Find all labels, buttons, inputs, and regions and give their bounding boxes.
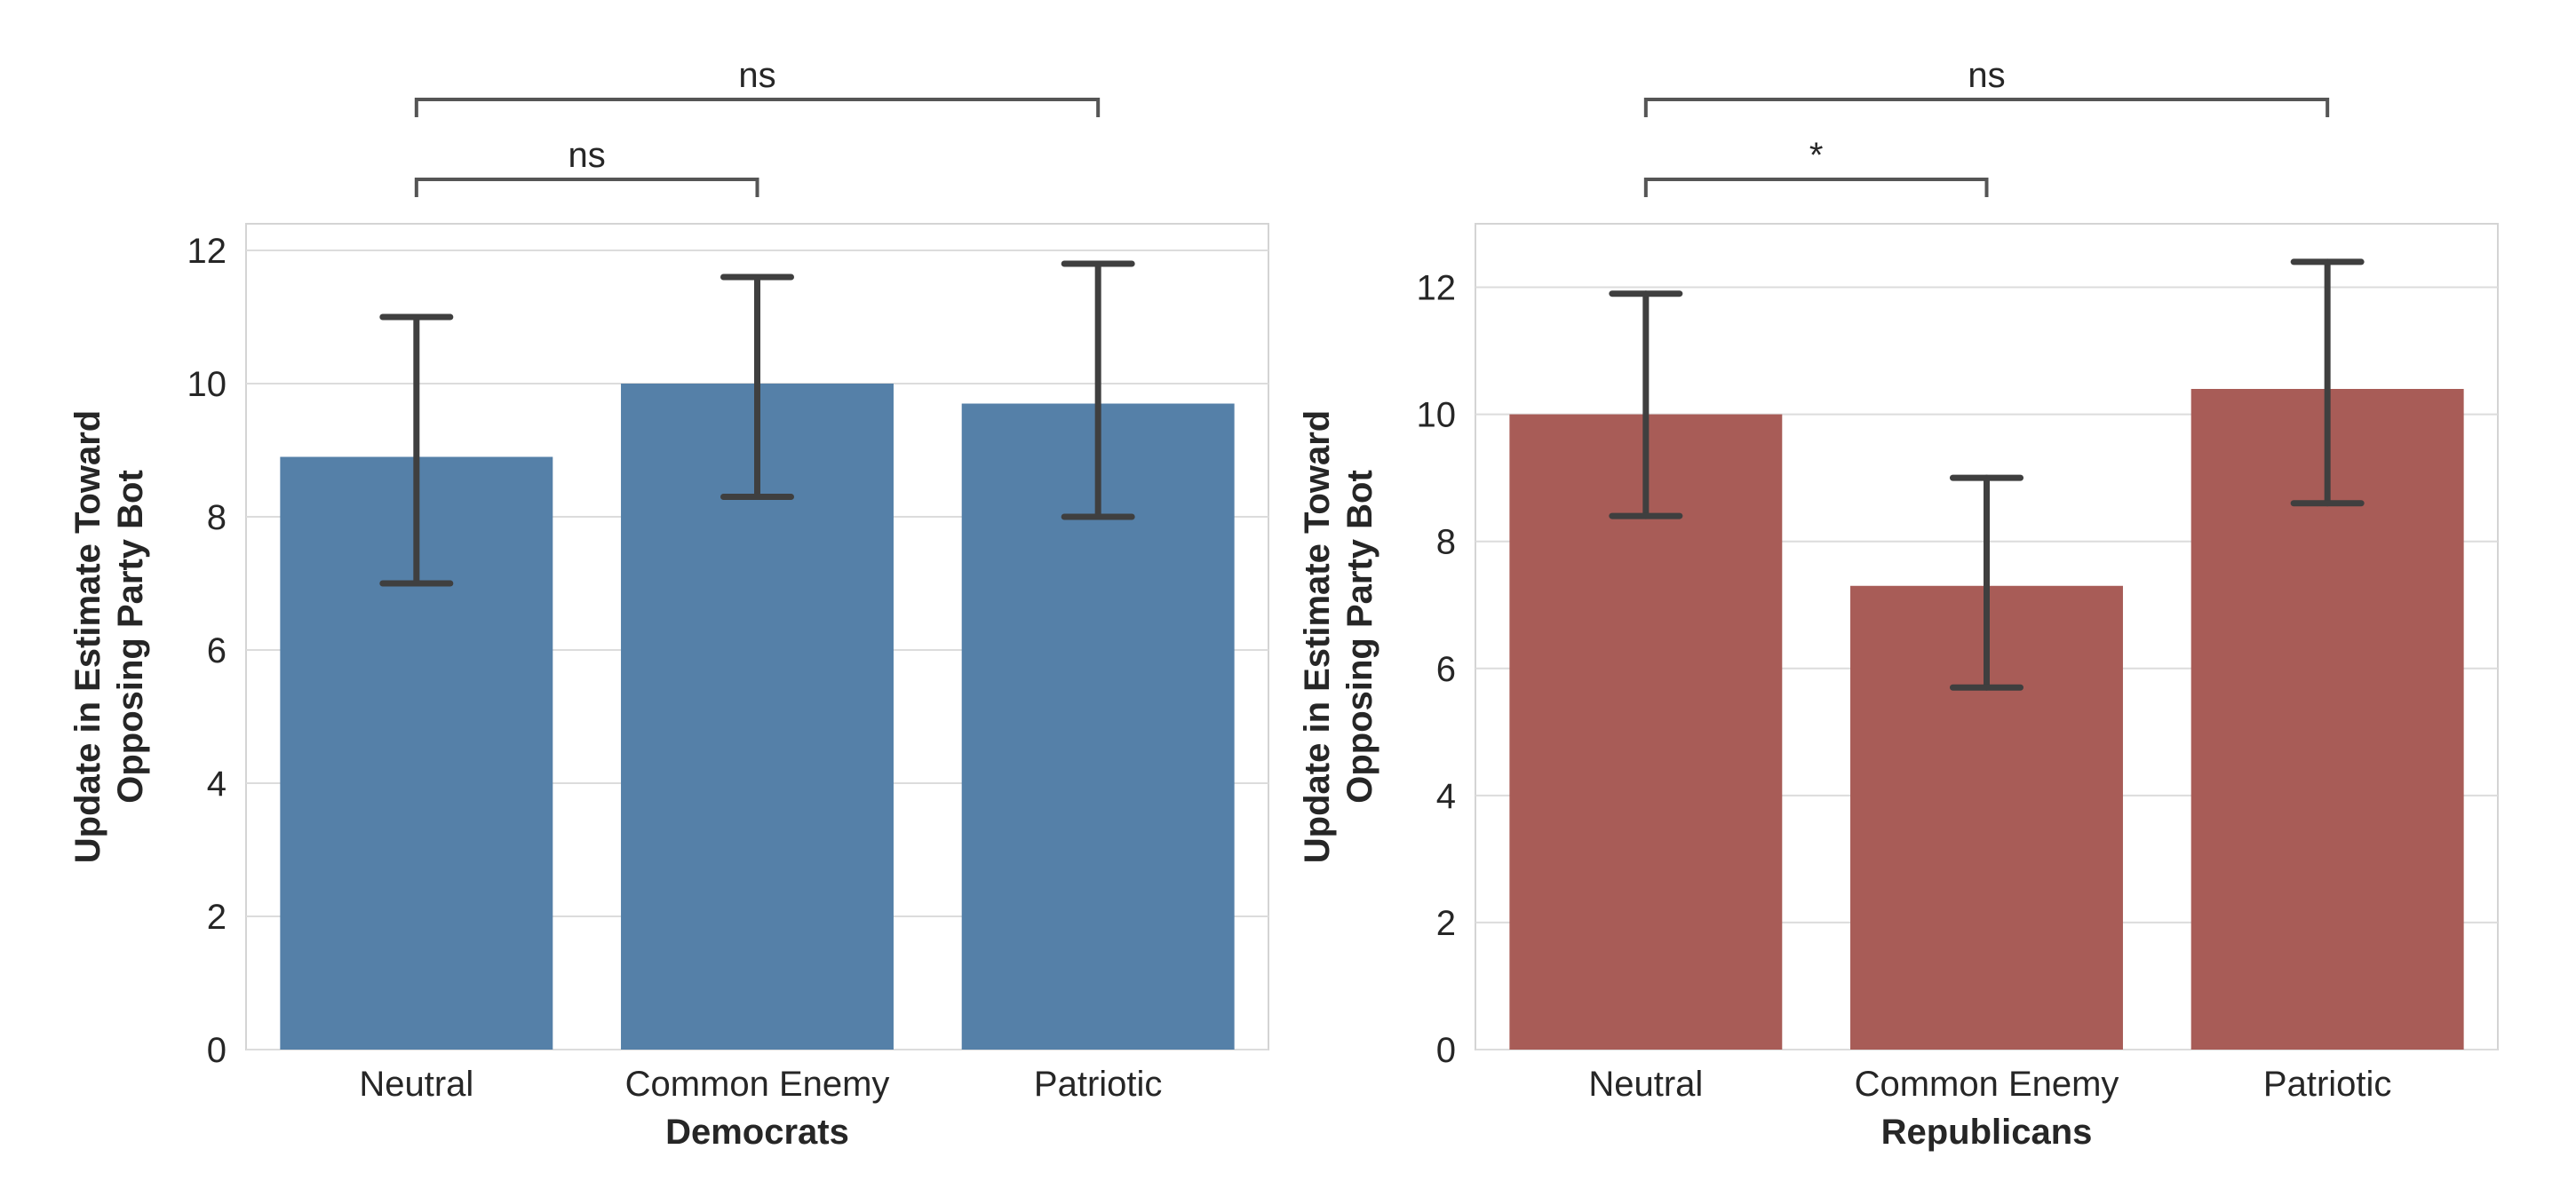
x-tick-label: Common Enemy [625, 1065, 890, 1104]
significance-label: * [1809, 136, 1824, 175]
x-tick-label: Neutral [1588, 1065, 1703, 1104]
bar [1509, 414, 1783, 1050]
y-tick-label: 12 [1417, 269, 1457, 308]
error-bar [1061, 260, 1135, 520]
y-tick-label: 0 [207, 1031, 227, 1070]
significance-bracket: ns [414, 136, 759, 197]
y-tick-label: 0 [1436, 1031, 1456, 1070]
significance-label: ns [1968, 56, 2005, 95]
x-tick-label: Common Enemy [1855, 1065, 2119, 1104]
error-bar [1609, 290, 1683, 519]
chart-panel-1: 0 2 4 6 8 10 12 Neutral Common Enemy Patriotic Dem… [68, 56, 1269, 1152]
y-axis-label-line: Opposing Party Bot [1340, 470, 1379, 804]
significance-label: ns [568, 136, 606, 175]
x-tick-label: Patriotic [1034, 1065, 1163, 1104]
y-tick-label: 6 [1436, 650, 1456, 689]
error-bar [720, 273, 794, 500]
error-bar [379, 313, 454, 587]
significance-bracket-line [1643, 98, 2330, 117]
x-tick-label: Patriotic [2263, 1065, 2392, 1104]
significance-bracket-line [1643, 178, 1989, 197]
significance-label: ns [738, 56, 775, 95]
significance-bracket-line [414, 178, 759, 197]
x-tick-label: Neutral [359, 1065, 473, 1104]
y-tick-label: 8 [207, 498, 227, 537]
y-axis-label: Update in Estimate Toward Opposing Party … [68, 410, 150, 863]
y-tick-label: 10 [1417, 396, 1457, 435]
y-axis-label: Update in Estimate Toward Opposing Party … [1298, 410, 1379, 863]
y-axis-label-line: Opposing Party Bot [111, 470, 150, 804]
y-tick-label: 6 [207, 631, 227, 670]
x-axis-label: Republicans [1881, 1113, 2093, 1152]
y-tick-label: 8 [1436, 523, 1456, 562]
x-axis-label: Democrats [665, 1113, 849, 1152]
y-tick-label: 4 [207, 765, 227, 804]
significance-bracket: * [1643, 136, 1989, 197]
error-bar [1950, 474, 2023, 691]
y-axis-label-line: Update in Estimate Toward [1298, 410, 1337, 863]
y-tick-label: 4 [1436, 777, 1456, 816]
y-tick-label: 12 [187, 232, 227, 271]
y-tick-label: 10 [187, 365, 227, 404]
error-bar [2290, 258, 2365, 507]
y-tick-label: 2 [207, 898, 227, 937]
significance-bracket: ns [414, 56, 1101, 117]
y-tick-label: 2 [1436, 904, 1456, 943]
chart-panel-2: 0 2 4 6 8 10 12 Neutral Common Enemy Patriotic Rep… [1298, 56, 2499, 1152]
y-axis-label-line: Update in Estimate Toward [68, 410, 107, 863]
significance-bracket: ns [1643, 56, 2330, 117]
significance-bracket-line [414, 98, 1101, 117]
